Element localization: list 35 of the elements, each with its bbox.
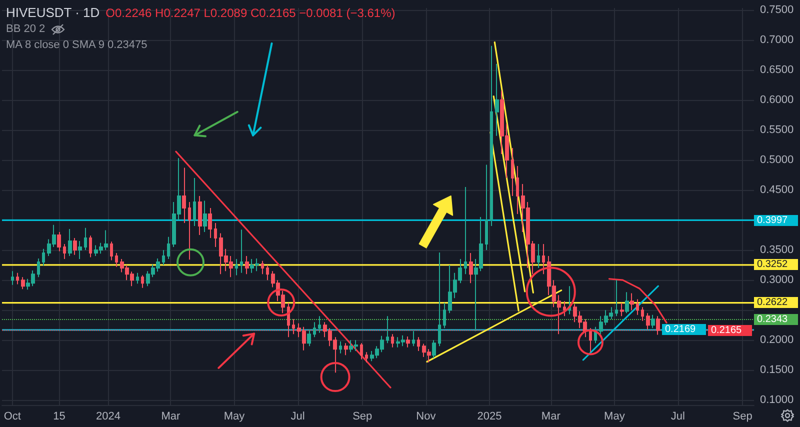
y-tick-label: 0.6000 xyxy=(760,94,794,106)
x-tick-label: Mar xyxy=(161,410,181,422)
y-tick-label: 0.5000 xyxy=(760,154,794,166)
ref-line-label: 0.3252 xyxy=(754,259,798,270)
ref-line-label: 0.3997 xyxy=(754,214,798,226)
x-tick-label: Sep xyxy=(352,410,372,422)
chart-title: HIVEUSDT · 1D xyxy=(6,5,100,21)
x-tick-label: 2024 xyxy=(96,410,120,422)
x-tick-label: Mar xyxy=(541,410,561,422)
y-tick-label: 0.2000 xyxy=(760,334,794,346)
chart-subtitle: O0.2246 H0.2247 L0.2089 C0.2165 −0.0081 (−3.61%) xyxy=(106,5,396,21)
y-tick-label: 0.3000 xyxy=(760,274,794,286)
x-tick-label: Oct xyxy=(4,410,21,422)
x-tick-label: 2025 xyxy=(477,410,502,422)
ref-line-label: 0.2622 xyxy=(754,297,798,308)
annotation: BB 20 2 xyxy=(6,22,46,37)
x-tick-label: May xyxy=(604,410,626,422)
y-tick-label: 0.7500 xyxy=(760,4,794,16)
x-tick-label: May xyxy=(224,410,246,422)
x-tick-label: Nov xyxy=(416,410,436,422)
x-tick-label: Jul xyxy=(290,410,305,422)
ref-line-label: 0.2169 xyxy=(662,324,706,336)
y-tick-label: 0.3500 xyxy=(760,244,794,256)
ref-line-label: 0.2343 xyxy=(754,314,798,326)
y-tick-label: 0.1500 xyxy=(760,364,794,376)
y-tick-label: 0.4500 xyxy=(760,184,794,196)
x-tick-label: Jul xyxy=(670,410,685,422)
x-tick-label: Sep xyxy=(732,410,752,422)
y-tick-label: 0.5500 xyxy=(760,124,794,136)
y-tick-label: 0.1000 xyxy=(760,394,794,406)
ref-line-label: 0.2165 xyxy=(708,324,752,336)
y-tick-label: 0.6500 xyxy=(760,64,794,76)
x-tick-label: 15 xyxy=(53,410,66,422)
annotation: MA 8 close 0 SMA 9 0.23475 xyxy=(6,38,148,53)
y-tick-label: 0.7000 xyxy=(760,34,794,46)
